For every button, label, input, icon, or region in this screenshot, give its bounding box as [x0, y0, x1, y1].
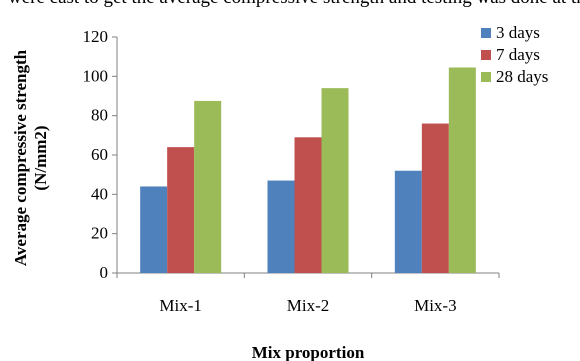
x-tick-label: Mix-2 [287, 296, 330, 315]
y-tick-label: 0 [100, 263, 109, 282]
bar-28-days-Mix-2 [321, 88, 349, 273]
legend-swatch [481, 72, 491, 82]
chart-bars [140, 67, 476, 274]
legend-swatch [481, 28, 491, 38]
y-axis-title-line: Average compressive strength [11, 49, 30, 266]
y-tick-label: 60 [91, 145, 108, 164]
bar-7-days-Mix-1 [167, 147, 195, 273]
bar-28-days-Mix-1 [194, 100, 222, 274]
y-tick-label: 20 [91, 224, 108, 243]
x-axis-title: Mix proportion [252, 343, 365, 361]
bar-3-days-Mix-3 [394, 170, 422, 273]
legend-label: 7 days [496, 45, 540, 64]
y-tick-label: 80 [91, 106, 108, 125]
bar-3-days-Mix-1 [140, 186, 168, 273]
x-tick-label: Mix-3 [414, 296, 457, 315]
y-tick-label: 120 [83, 27, 109, 46]
legend-label: 28 days [496, 67, 548, 86]
bar-7-days-Mix-3 [421, 123, 449, 274]
y-tick-label: 40 [91, 184, 108, 203]
y-axis-title-line: (N/mm2) [31, 125, 50, 190]
bar-3-days-Mix-2 [267, 180, 295, 273]
legend-label: 3 days [496, 23, 540, 42]
bar-7-days-Mix-2 [294, 137, 322, 273]
x-axis-ticks: Mix-1 Mix-2 Mix-3 [116, 273, 500, 315]
x-tick-label: Mix-1 [159, 296, 202, 315]
y-axis-title: Average compressive strength (N/mm2) [11, 49, 50, 266]
y-axis-ticks: 0 20 40 60 80 100 120 [83, 27, 117, 282]
legend-swatch [481, 50, 491, 60]
header-text: were cast to get the average compressive… [8, 0, 580, 9]
y-tick-label: 100 [83, 66, 109, 85]
cropped-header-text: were cast to get the average compressive… [0, 0, 580, 30]
bar-28-days-Mix-3 [448, 67, 476, 273]
chart-legend: 3 days 7 days 28 days [481, 23, 548, 86]
